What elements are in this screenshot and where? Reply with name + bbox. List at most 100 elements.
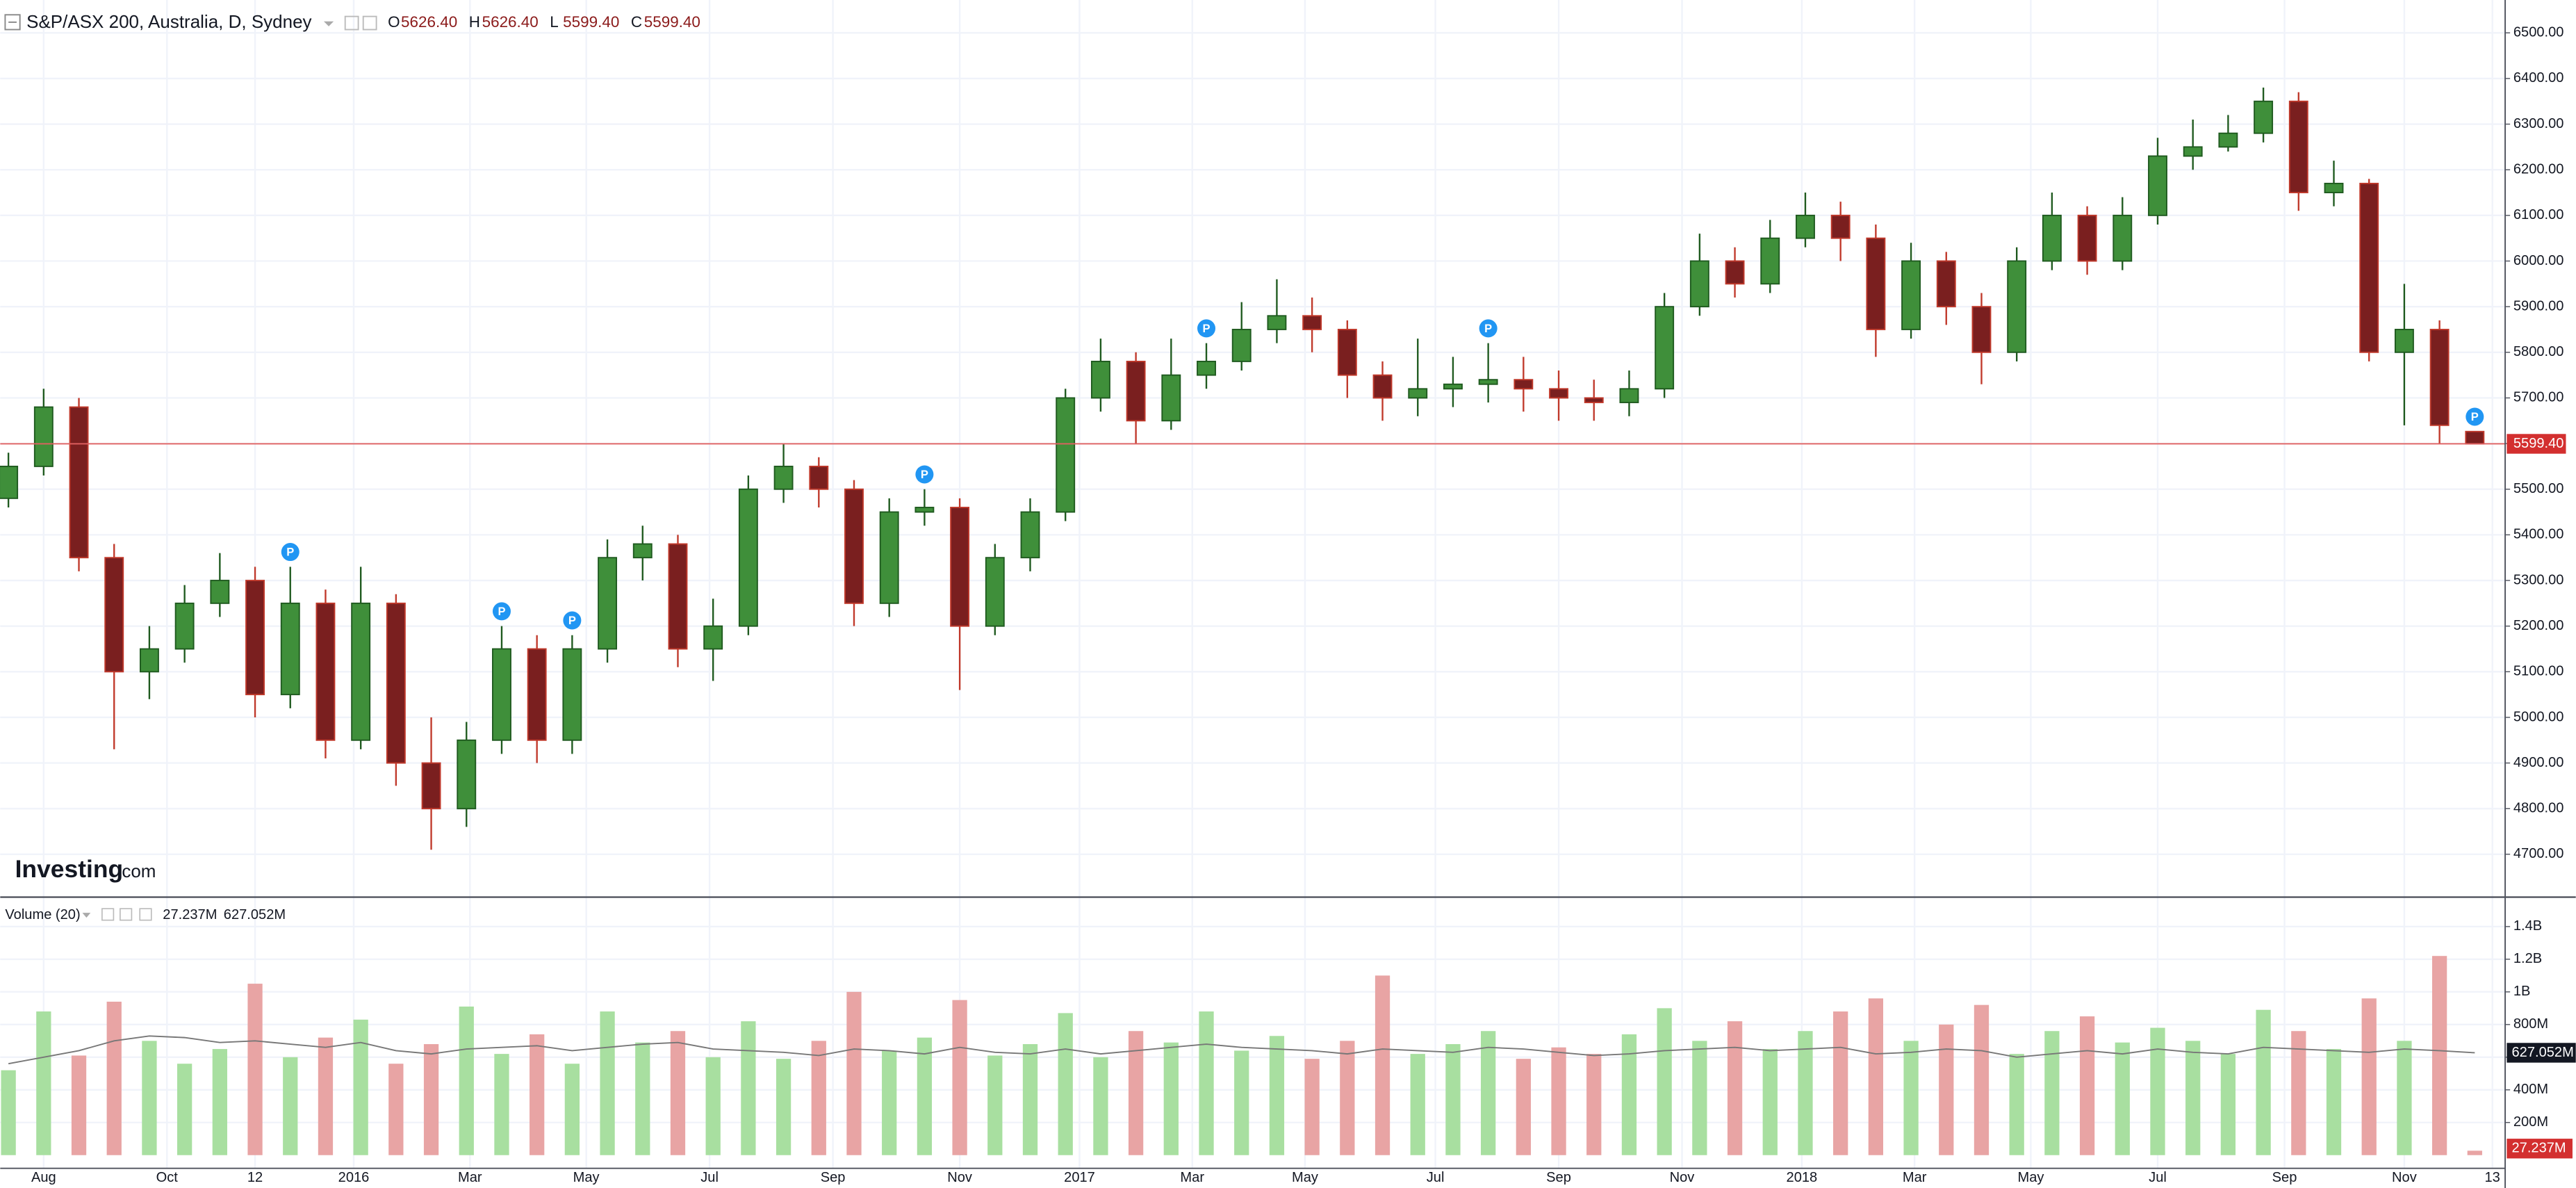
visibility-icon[interactable] bbox=[362, 15, 377, 31]
candle-body bbox=[2007, 260, 2027, 353]
event-marker[interactable] bbox=[492, 602, 511, 621]
volume-bar bbox=[212, 1049, 227, 1155]
volume-y-tick-label: 1.4B bbox=[2513, 918, 2542, 934]
event-marker[interactable] bbox=[1197, 319, 1216, 338]
volume-bar bbox=[1762, 1049, 1778, 1155]
candle-body bbox=[562, 648, 582, 741]
volume-bar bbox=[353, 1019, 368, 1155]
volume-bar bbox=[283, 1057, 298, 1155]
y-tick-label: 5200.00 bbox=[2513, 618, 2564, 633]
candle-body bbox=[1760, 237, 1780, 285]
volume-bar bbox=[635, 1042, 650, 1155]
x-tick-label: Sep bbox=[1546, 1170, 1571, 1185]
volume-bar bbox=[459, 1007, 474, 1155]
volume-remove[interactable] bbox=[139, 908, 152, 921]
volume-y-tick-label: 1.2B bbox=[2513, 951, 2542, 966]
volume-bar bbox=[2115, 1042, 2130, 1155]
candle-body bbox=[1549, 388, 1568, 399]
volume-last-axis-label: 27.237M bbox=[2512, 1141, 2566, 1156]
event-marker-label: P bbox=[286, 546, 294, 559]
last-price-label: 5599.40 bbox=[2513, 436, 2564, 451]
ohlc-legend: O 5626.40 H 5626.40 L 5599.40 C 5599.40 bbox=[388, 13, 700, 31]
candle-body bbox=[1126, 360, 1146, 422]
volume-bar bbox=[564, 1064, 580, 1155]
x-tick-label: May bbox=[573, 1170, 600, 1185]
volume-bar bbox=[1939, 1024, 1954, 1155]
y-tick-label: 6000.00 bbox=[2513, 253, 2564, 268]
candle-body bbox=[1901, 260, 1921, 330]
event-marker-label: P bbox=[568, 614, 576, 627]
candle-body bbox=[738, 488, 758, 627]
settings-icon[interactable] bbox=[344, 15, 359, 31]
volume-bar bbox=[71, 1055, 87, 1155]
x-tick-label: Mar bbox=[1180, 1170, 1204, 1185]
candle-body bbox=[2148, 155, 2167, 216]
event-marker[interactable] bbox=[2466, 407, 2484, 426]
event-marker[interactable] bbox=[915, 465, 934, 484]
volume-bar bbox=[1445, 1044, 1461, 1155]
candle-body bbox=[1372, 374, 1393, 399]
volume-bar bbox=[2361, 998, 2377, 1155]
volume-bar bbox=[1833, 1011, 1848, 1155]
volume-bar bbox=[2009, 1054, 2024, 1155]
candle-body bbox=[2113, 214, 2133, 262]
volume-ma-box bbox=[2507, 1043, 2576, 1063]
volume-bar bbox=[1657, 1008, 1672, 1155]
candle-body bbox=[1796, 214, 1815, 239]
volume-bar bbox=[2256, 1009, 2271, 1155]
collapse-button[interactable] bbox=[4, 14, 21, 31]
candle-body bbox=[1866, 237, 1886, 330]
volume-y-tick-label: 200M bbox=[2513, 1114, 2548, 1130]
event-marker[interactable] bbox=[563, 611, 582, 630]
x-tick-label: 12 bbox=[247, 1170, 263, 1185]
volume-bar bbox=[247, 984, 263, 1155]
volume-bar bbox=[1304, 1059, 1320, 1155]
candle-body bbox=[809, 465, 829, 490]
symbol-title[interactable]: S&P/ASX 200, Australia, D, Sydney bbox=[26, 11, 311, 32]
y-tick-label: 5700.00 bbox=[2513, 390, 2564, 405]
candle-body bbox=[527, 648, 547, 741]
event-marker-label: P bbox=[921, 468, 928, 481]
candle-body bbox=[421, 762, 441, 810]
event-marker[interactable] bbox=[281, 543, 300, 562]
volume-bar bbox=[1868, 998, 1884, 1155]
legend-prefix: H bbox=[469, 13, 480, 31]
volume-bar bbox=[1058, 1013, 1073, 1155]
y-tick-label: 5500.00 bbox=[2513, 481, 2564, 496]
x-tick-label: Jul bbox=[700, 1170, 719, 1185]
volume-bar bbox=[1410, 1054, 1425, 1155]
y-tick-label: 5800.00 bbox=[2513, 344, 2564, 359]
volume-bar bbox=[2326, 1049, 2342, 1155]
candle-body bbox=[632, 543, 653, 559]
y-tick-label: 4800.00 bbox=[2513, 801, 2564, 816]
symbol-dropdown[interactable] bbox=[323, 21, 334, 26]
volume-bar bbox=[1727, 1021, 1743, 1155]
volume-ma-axis-label: 627.052M bbox=[2512, 1045, 2574, 1060]
volume-settings[interactable] bbox=[101, 908, 115, 921]
candle-body bbox=[280, 602, 300, 696]
candle-body bbox=[914, 507, 935, 513]
candle-body bbox=[1408, 388, 1428, 399]
candle-body bbox=[104, 557, 124, 673]
volume-last-box bbox=[2507, 1139, 2573, 1159]
volume-visibility[interactable] bbox=[120, 908, 133, 921]
candle-body bbox=[985, 557, 1005, 627]
x-tick-label: May bbox=[1292, 1170, 1318, 1185]
volume-bar bbox=[705, 1057, 721, 1155]
volume-bar bbox=[1163, 1042, 1179, 1155]
volume-bar bbox=[1375, 975, 1390, 1155]
event-marker[interactable] bbox=[1479, 319, 1498, 338]
legend-value: 5599.40 bbox=[644, 13, 700, 31]
volume-dropdown[interactable] bbox=[82, 913, 91, 918]
candle-body bbox=[2394, 329, 2414, 353]
volume-bar bbox=[530, 1034, 545, 1155]
candle-body bbox=[844, 488, 864, 604]
volume-bar bbox=[882, 1050, 897, 1155]
volume-title: Volume (20) bbox=[5, 907, 80, 922]
candle-body bbox=[0, 465, 19, 499]
volume-bar bbox=[670, 1031, 686, 1155]
candle-body bbox=[950, 507, 970, 627]
volume-bar bbox=[1692, 1041, 1707, 1155]
candle-body bbox=[1584, 397, 1604, 403]
